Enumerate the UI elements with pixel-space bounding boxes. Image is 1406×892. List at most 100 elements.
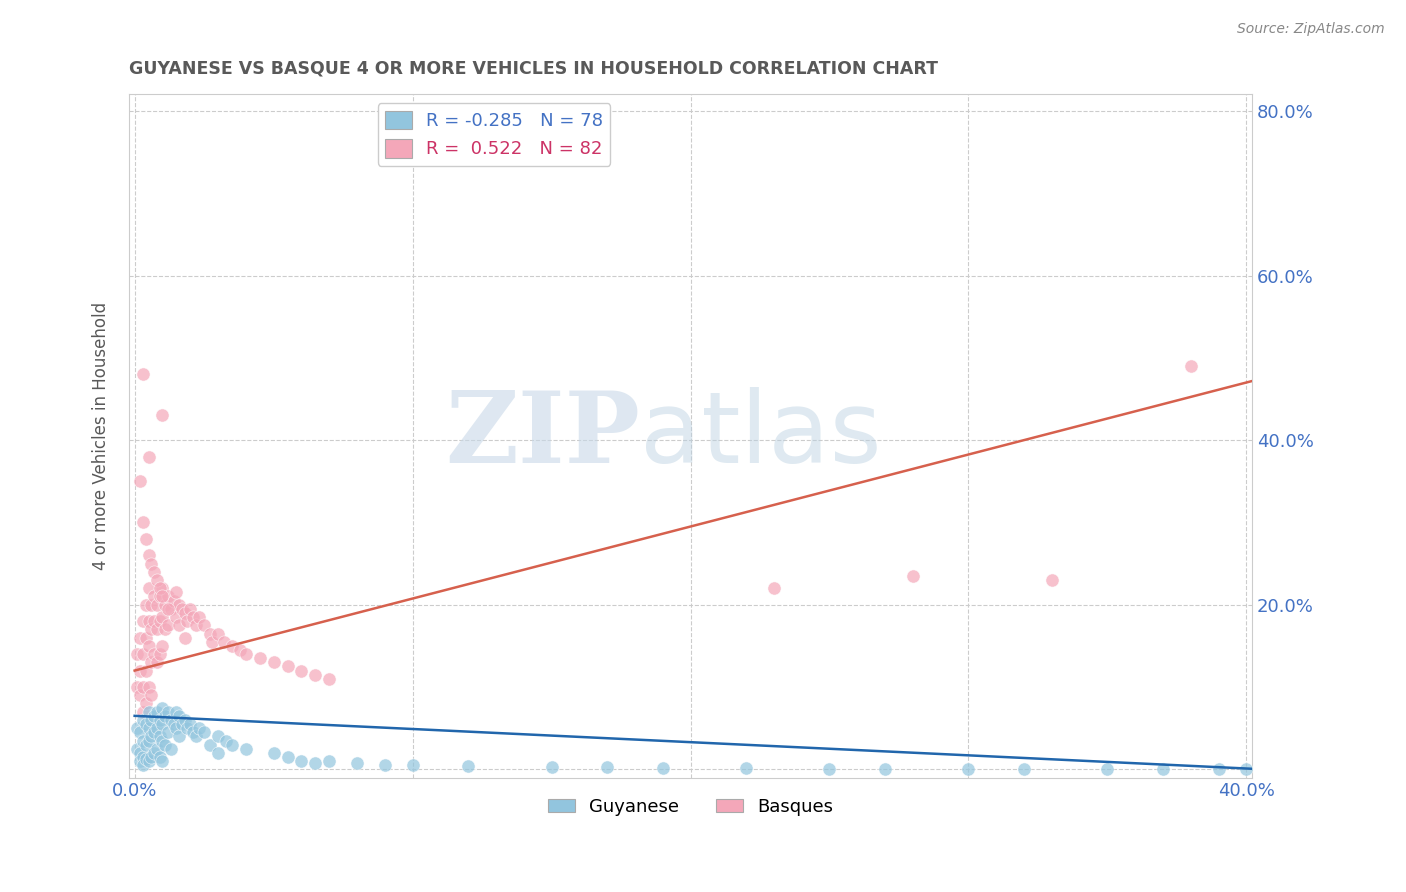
Point — [143, 647, 166, 661]
Point — [127, 647, 149, 661]
Point — [149, 730, 172, 744]
Point — [127, 680, 149, 694]
Point — [156, 725, 179, 739]
Point — [1234, 762, 1257, 776]
Y-axis label: 4 or more Vehicles in Household: 4 or more Vehicles in Household — [93, 301, 110, 570]
Point — [152, 590, 174, 604]
Point — [141, 623, 163, 637]
Point — [156, 602, 179, 616]
Point — [346, 756, 368, 770]
Text: Source: ZipAtlas.com: Source: ZipAtlas.com — [1237, 22, 1385, 37]
Point — [143, 590, 166, 604]
Point — [179, 717, 201, 731]
Point — [152, 754, 174, 768]
Point — [1208, 762, 1230, 776]
Point — [165, 705, 187, 719]
Point — [221, 639, 243, 653]
Point — [201, 634, 224, 648]
Point — [207, 626, 229, 640]
Point — [304, 667, 326, 681]
Point — [170, 717, 193, 731]
Point — [132, 705, 155, 719]
Point — [135, 598, 157, 612]
Point — [159, 713, 181, 727]
Point — [276, 659, 298, 673]
Point — [149, 750, 172, 764]
Point — [263, 746, 285, 760]
Point — [184, 618, 207, 632]
Point — [176, 614, 198, 628]
Point — [155, 738, 177, 752]
Point — [193, 618, 215, 632]
Point — [135, 717, 157, 731]
Point — [129, 754, 152, 768]
Point — [132, 750, 155, 764]
Point — [143, 709, 166, 723]
Point — [141, 688, 163, 702]
Point — [156, 618, 179, 632]
Point — [141, 730, 163, 744]
Point — [149, 614, 172, 628]
Point — [143, 746, 166, 760]
Legend: Guyanese, Basques: Guyanese, Basques — [541, 790, 841, 823]
Point — [141, 656, 163, 670]
Point — [155, 623, 177, 637]
Point — [1040, 573, 1063, 587]
Point — [129, 475, 152, 489]
Point — [374, 758, 396, 772]
Point — [132, 713, 155, 727]
Point — [149, 647, 172, 661]
Point — [263, 656, 285, 670]
Point — [249, 651, 271, 665]
Point — [132, 516, 155, 530]
Text: GUYANESE VS BASQUE 4 OR MORE VEHICLES IN HOUSEHOLD CORRELATION CHART: GUYANESE VS BASQUE 4 OR MORE VEHICLES IN… — [129, 60, 938, 78]
Point — [155, 598, 177, 612]
Point — [735, 761, 758, 775]
Point — [129, 688, 152, 702]
Point — [135, 738, 157, 752]
Point — [198, 738, 221, 752]
Point — [146, 705, 169, 719]
Point — [152, 581, 174, 595]
Point — [184, 730, 207, 744]
Point — [159, 741, 181, 756]
Point — [318, 754, 340, 768]
Point — [173, 606, 195, 620]
Point — [152, 700, 174, 714]
Point — [162, 593, 184, 607]
Point — [762, 581, 785, 595]
Point — [129, 631, 152, 645]
Text: ZIP: ZIP — [446, 387, 640, 484]
Point — [207, 730, 229, 744]
Point — [141, 557, 163, 571]
Point — [162, 717, 184, 731]
Point — [167, 730, 190, 744]
Point — [146, 623, 169, 637]
Point — [229, 643, 252, 657]
Point — [146, 656, 169, 670]
Point — [304, 756, 326, 770]
Point — [132, 647, 155, 661]
Point — [596, 760, 619, 774]
Point — [173, 713, 195, 727]
Point — [149, 590, 172, 604]
Point — [143, 725, 166, 739]
Point — [176, 721, 198, 735]
Point — [221, 738, 243, 752]
Point — [146, 721, 169, 735]
Point — [138, 733, 160, 747]
Point — [138, 754, 160, 768]
Point — [818, 762, 841, 776]
Text: atlas: atlas — [640, 387, 882, 484]
Point — [132, 680, 155, 694]
Point — [215, 733, 238, 747]
Point — [135, 752, 157, 766]
Point — [165, 585, 187, 599]
Point — [235, 741, 257, 756]
Point — [129, 664, 152, 678]
Point — [152, 717, 174, 731]
Point — [181, 725, 204, 739]
Point — [401, 758, 423, 772]
Point — [207, 746, 229, 760]
Point — [873, 762, 896, 776]
